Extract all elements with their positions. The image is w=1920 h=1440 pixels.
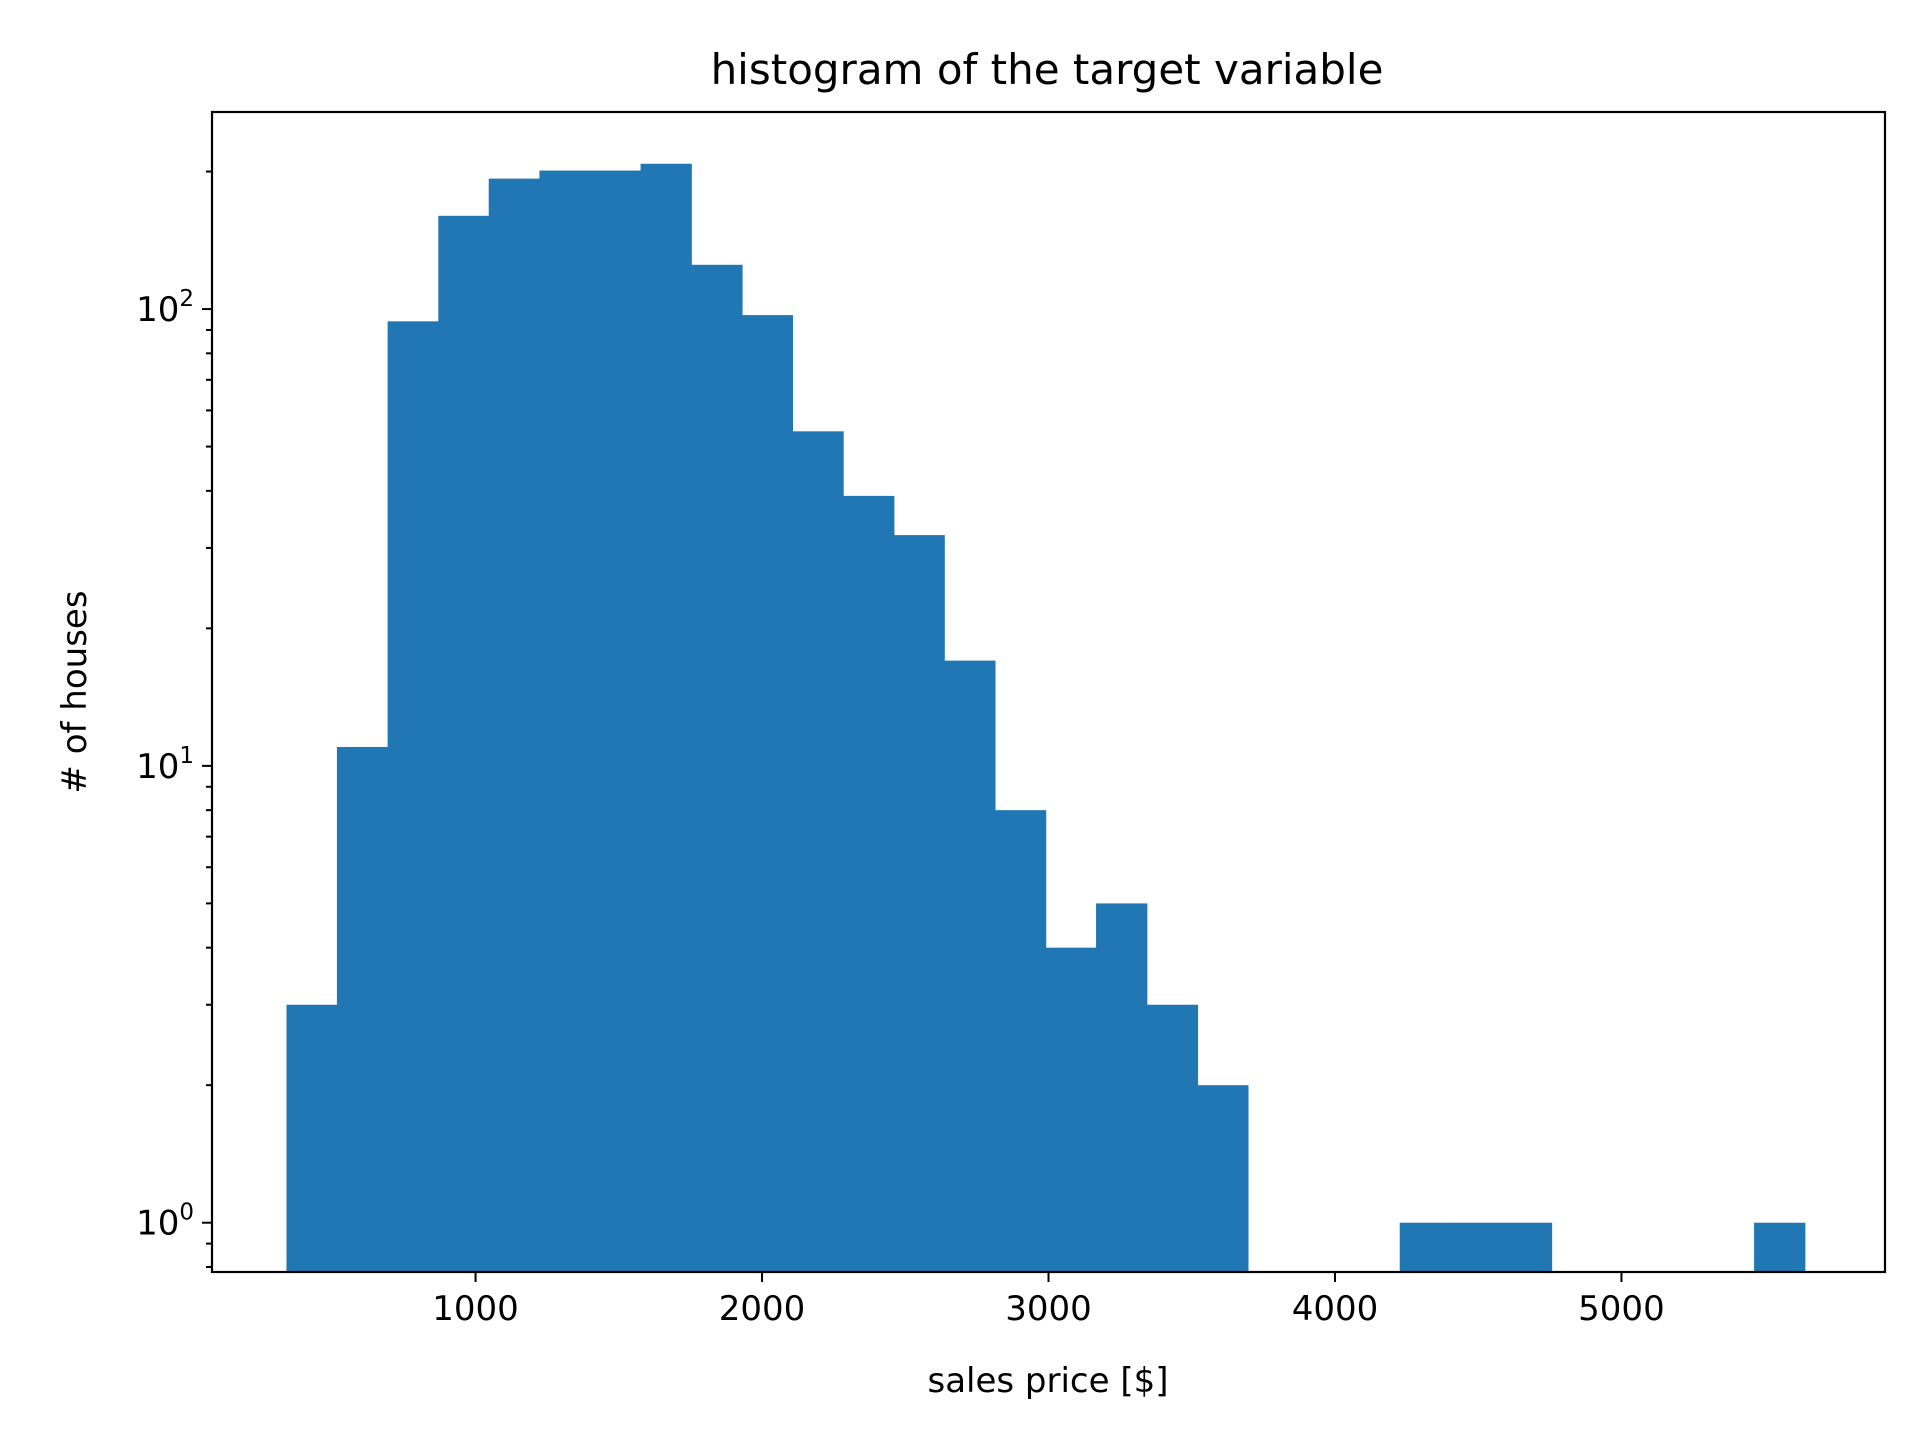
histogram-bar (1146, 1004, 1199, 1272)
histogram-bar (1754, 1222, 1806, 1272)
histogram-bar (1450, 1222, 1502, 1272)
histogram-bar (994, 810, 1047, 1272)
histogram-bar (792, 431, 844, 1272)
histogram-bar (438, 215, 490, 1272)
histogram-bar (387, 321, 439, 1273)
y-tick-label: 102 (136, 286, 194, 330)
x-tick-label: 2000 (719, 1289, 806, 1329)
y-axis-label: # of houses (55, 590, 95, 793)
plot-frame (210, 110, 1887, 1274)
histogram-bar (843, 495, 895, 1272)
histogram-bar (640, 163, 692, 1272)
histogram-bar (488, 178, 541, 1273)
x-axis-label: sales price [$] (927, 1361, 1168, 1401)
x-tick-label: 1000 (432, 1289, 519, 1329)
histogram-bar (590, 170, 642, 1272)
histogram-bar (1501, 1222, 1553, 1272)
histogram-bar (1045, 947, 1097, 1272)
histogram-bar (1096, 903, 1148, 1272)
histogram-bar (893, 535, 945, 1272)
x-tick-label: 4000 (1292, 1289, 1379, 1329)
y-tick-label: 100 (136, 1200, 194, 1244)
histogram-bar (1399, 1222, 1452, 1272)
histogram-bar (741, 315, 793, 1273)
histogram-bar (336, 746, 389, 1272)
histogram-bars (286, 163, 1806, 1273)
y-tick-label: 101 (136, 743, 194, 787)
histogram-bar (691, 264, 743, 1272)
chart-title: histogram of the target variable (711, 45, 1384, 94)
histogram-bar (944, 660, 996, 1272)
axis-ticks: 1000 2000 3000 4000 5000 100 101 102 (136, 170, 1665, 1329)
histogram-bar (1197, 1085, 1249, 1272)
x-tick-label: 5000 (1578, 1289, 1665, 1329)
x-tick-label: 3000 (1005, 1289, 1092, 1329)
histogram-bar (286, 1004, 338, 1272)
histogram-bar (539, 170, 591, 1272)
